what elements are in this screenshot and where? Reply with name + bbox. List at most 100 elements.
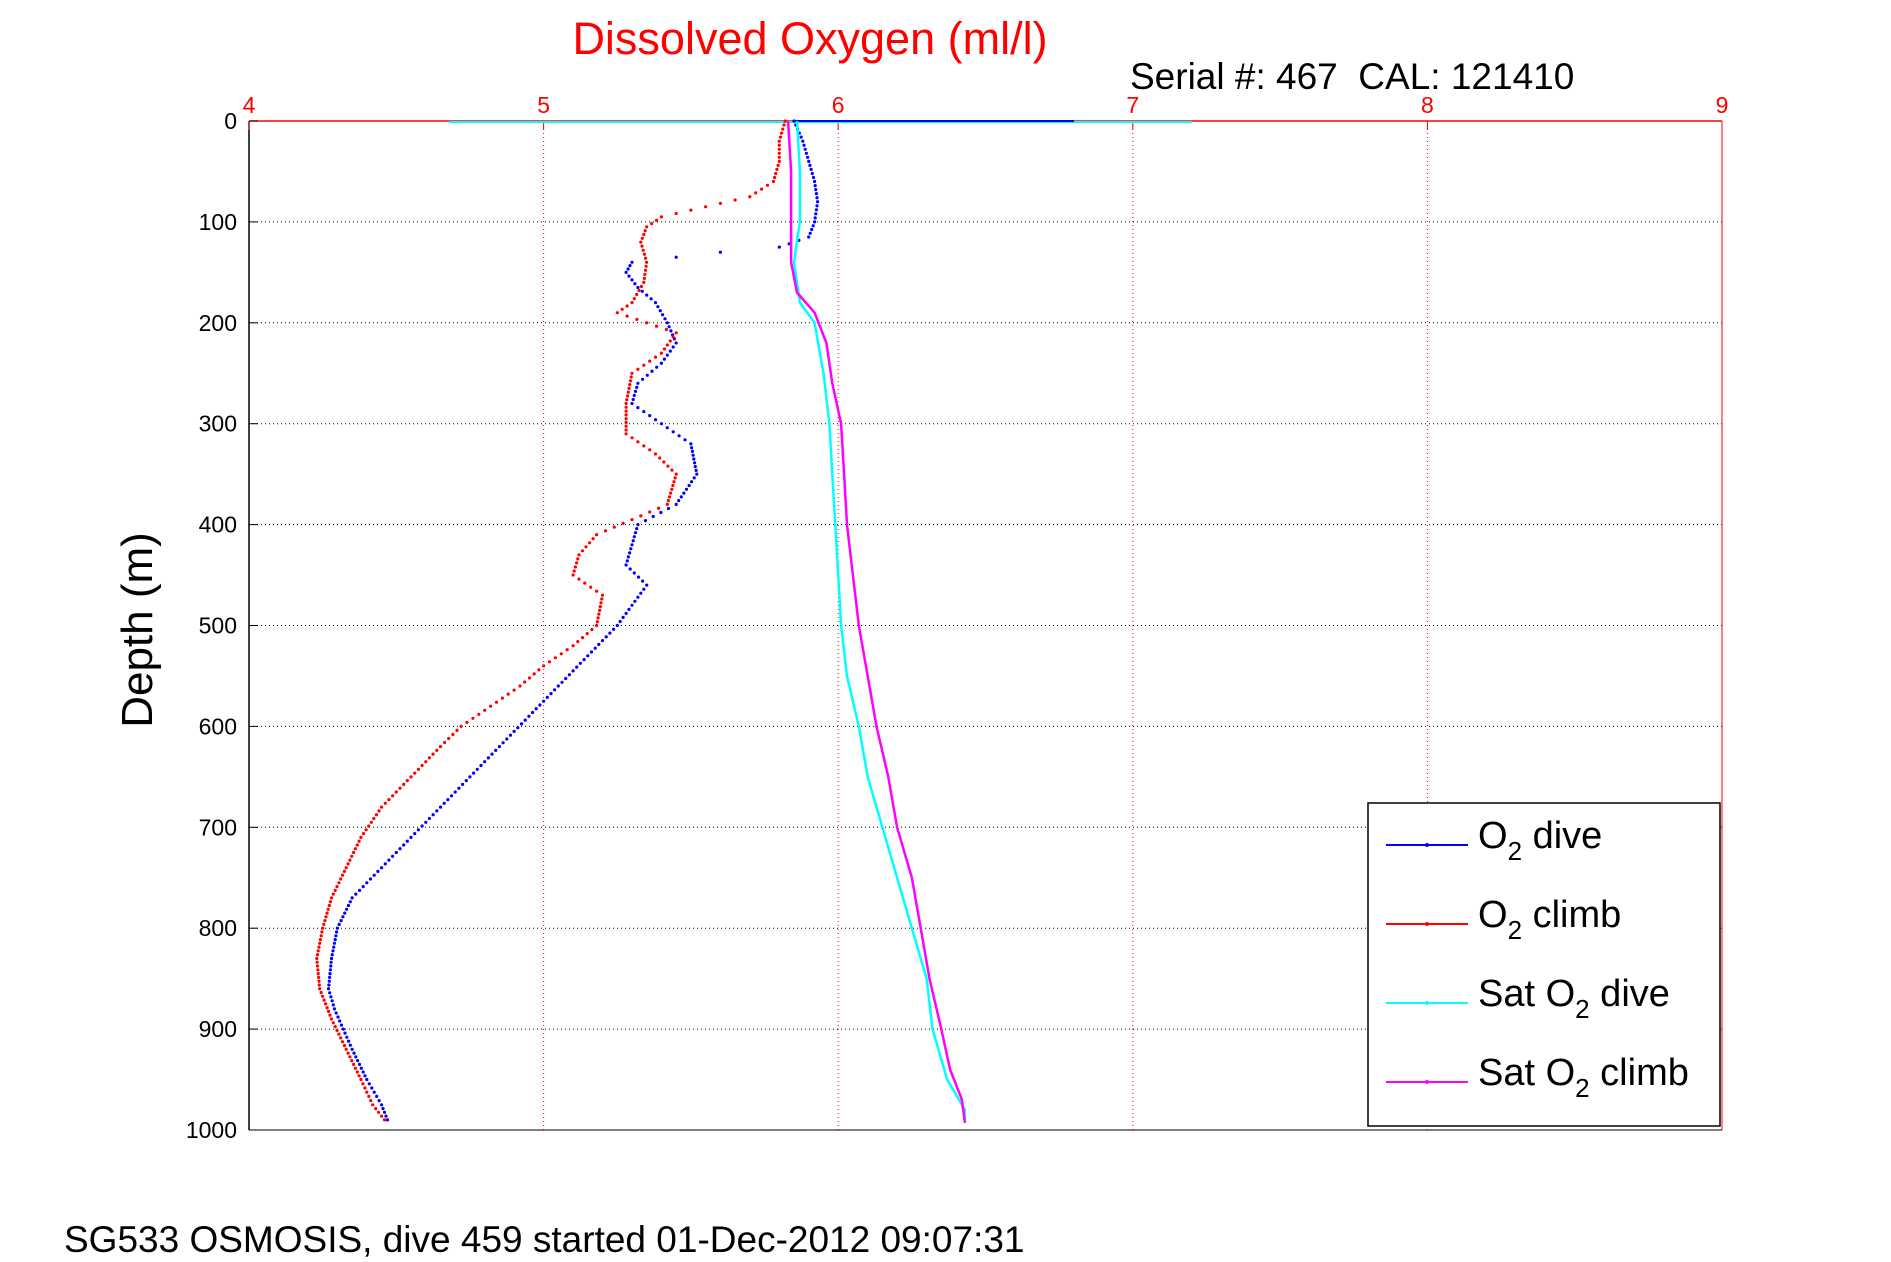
data-point bbox=[315, 953, 320, 957]
data-point bbox=[808, 231, 812, 235]
data-point bbox=[667, 495, 672, 499]
data-point bbox=[559, 652, 563, 656]
data-point bbox=[438, 805, 443, 809]
data-point bbox=[649, 297, 653, 301]
data-point bbox=[453, 790, 457, 794]
data-point bbox=[630, 260, 634, 264]
data-point bbox=[337, 1032, 341, 1036]
data-point bbox=[427, 816, 431, 821]
data-point bbox=[329, 964, 333, 968]
data-point bbox=[630, 401, 634, 406]
data-point bbox=[329, 896, 334, 900]
data-point bbox=[648, 510, 652, 514]
data-point bbox=[347, 1039, 351, 1043]
data-point bbox=[643, 229, 647, 233]
data-point bbox=[575, 561, 579, 565]
data-point bbox=[328, 968, 332, 972]
data-point bbox=[654, 218, 659, 222]
data-point bbox=[442, 801, 446, 805]
data-point bbox=[318, 941, 322, 945]
data-point bbox=[689, 442, 693, 446]
data-point bbox=[635, 292, 639, 297]
data-point bbox=[353, 1066, 357, 1070]
data-point bbox=[372, 816, 376, 821]
data-point bbox=[671, 345, 675, 349]
data-point bbox=[343, 1031, 347, 1035]
data-point bbox=[774, 171, 778, 176]
data-point bbox=[648, 448, 652, 452]
data-point bbox=[815, 204, 819, 208]
data-point bbox=[583, 581, 587, 585]
data-point bbox=[674, 341, 678, 345]
data-point bbox=[642, 587, 646, 591]
data-point bbox=[321, 994, 325, 998]
data-point bbox=[343, 911, 347, 915]
data-point bbox=[641, 579, 645, 583]
data-point bbox=[354, 892, 358, 896]
data-point bbox=[413, 771, 417, 775]
data-point bbox=[640, 244, 644, 248]
data-point bbox=[625, 304, 629, 308]
data-point bbox=[472, 771, 476, 775]
data-point bbox=[381, 1107, 385, 1111]
data-point bbox=[639, 591, 643, 595]
data-point bbox=[733, 198, 737, 202]
data-point bbox=[665, 502, 669, 506]
data-point bbox=[781, 127, 785, 131]
x-tick-label: 4 bbox=[243, 92, 256, 118]
data-point bbox=[633, 599, 637, 603]
data-point bbox=[567, 673, 572, 677]
data-point bbox=[645, 583, 649, 587]
data-point bbox=[361, 1070, 365, 1074]
legend: O2 dive O2 climb Sat O2 dive Sat O2 climb bbox=[1367, 802, 1721, 1127]
data-point bbox=[777, 159, 781, 163]
series-3 bbox=[792, 120, 967, 1123]
data-point bbox=[576, 557, 580, 561]
data-point bbox=[636, 381, 640, 385]
y-tick-label: 700 bbox=[199, 814, 237, 840]
y-tick-label: 400 bbox=[199, 512, 237, 538]
data-point bbox=[494, 700, 499, 704]
data-point bbox=[585, 632, 589, 636]
data-point bbox=[632, 393, 636, 397]
data-point bbox=[776, 163, 780, 167]
data-point bbox=[531, 710, 535, 715]
data-point bbox=[394, 790, 398, 794]
series-4 bbox=[786, 120, 967, 1124]
data-point bbox=[666, 499, 671, 503]
data-point bbox=[644, 264, 648, 268]
data-point bbox=[339, 1023, 344, 1027]
data-point bbox=[330, 999, 334, 1003]
data-point bbox=[318, 938, 322, 942]
data-point bbox=[595, 533, 599, 537]
data-point bbox=[695, 472, 699, 476]
data-point bbox=[370, 1086, 374, 1090]
data-point bbox=[589, 650, 594, 654]
data-point bbox=[809, 167, 813, 171]
data-point bbox=[353, 847, 357, 851]
x-tick-label: 5 bbox=[537, 92, 550, 118]
footer-caption: SG533 OSMOSIS, dive 459 started 01-Dec-2… bbox=[64, 1219, 1025, 1260]
data-point bbox=[588, 541, 592, 545]
data-point bbox=[582, 658, 586, 662]
data-point bbox=[773, 175, 777, 180]
data-point bbox=[329, 995, 333, 999]
data-point bbox=[684, 487, 689, 491]
data-point bbox=[814, 192, 819, 196]
data-point bbox=[475, 767, 479, 771]
data-point bbox=[457, 786, 461, 790]
data-point bbox=[377, 1110, 381, 1114]
data-point bbox=[664, 327, 669, 332]
data-point bbox=[633, 531, 638, 535]
data-point bbox=[350, 896, 354, 900]
data-point bbox=[765, 183, 770, 187]
data-point bbox=[409, 835, 413, 840]
data-point bbox=[627, 274, 631, 278]
data-point bbox=[483, 760, 487, 764]
data-point bbox=[625, 398, 629, 402]
data-point bbox=[653, 355, 658, 359]
data-point bbox=[328, 975, 332, 980]
data-point bbox=[565, 648, 569, 652]
data-point bbox=[626, 555, 631, 559]
data-point bbox=[661, 313, 665, 317]
